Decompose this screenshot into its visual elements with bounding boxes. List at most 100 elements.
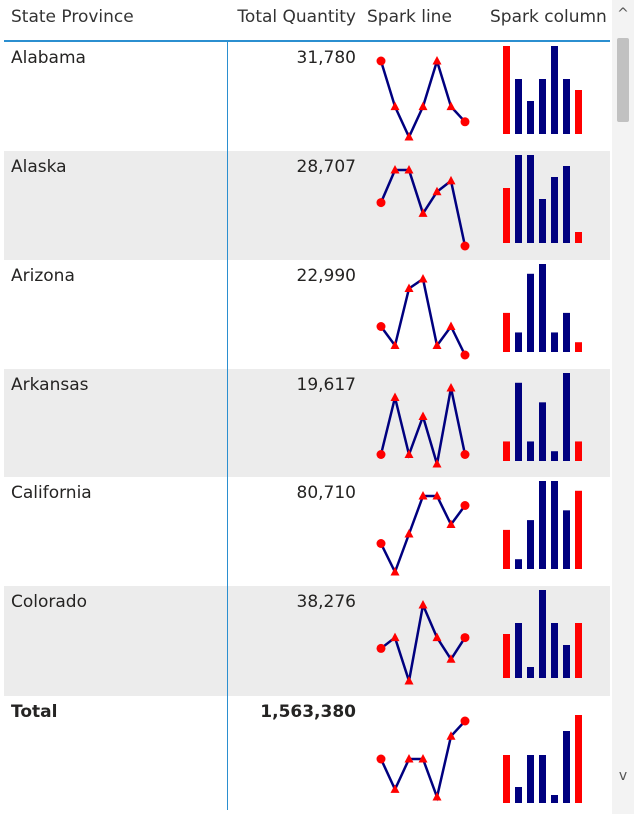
spark-line-endpoint xyxy=(376,322,386,331)
spark-line-marker xyxy=(404,132,414,141)
spark-column-bar xyxy=(551,451,558,461)
spark-column-bar xyxy=(503,188,510,243)
spark-line-marker xyxy=(432,632,442,642)
table-row[interactable]: Colorado 38,276 xyxy=(4,586,610,696)
spark-column-bar xyxy=(527,755,534,803)
spark-column-bar xyxy=(539,590,546,678)
spark-column-bar xyxy=(551,332,558,352)
spark-line-series xyxy=(380,600,467,682)
spark-line-marker xyxy=(418,754,428,763)
spark-column-bar xyxy=(515,332,522,352)
total-quantity-value: 19,617 xyxy=(296,375,356,395)
spark-line-marker xyxy=(432,340,442,349)
spark-column-bar xyxy=(515,559,522,569)
vertical-scrollbar[interactable]: ^ v xyxy=(612,0,634,814)
state-name: California xyxy=(11,483,92,503)
spark-line-chart xyxy=(376,716,470,802)
spark-column-bar xyxy=(575,490,582,569)
spark-line-endpoint xyxy=(376,450,386,459)
spark-column-bar xyxy=(575,342,582,352)
spark-line-endpoint xyxy=(460,350,470,360)
spark-line-endpoint xyxy=(376,754,386,764)
spark-column-chart xyxy=(503,481,582,569)
spark-line-marker xyxy=(404,449,414,458)
spark-line-marker xyxy=(418,208,428,217)
spark-column-chart xyxy=(503,46,582,134)
scrollbar-thumb[interactable] xyxy=(617,38,629,122)
table-row[interactable]: Alabama 31,780 xyxy=(4,42,610,151)
data-table: State Province Total Quantity Spark line… xyxy=(4,0,610,814)
spark-column-bar xyxy=(539,402,546,461)
spark-column-bar xyxy=(515,79,522,134)
spark-column-bar xyxy=(527,155,534,243)
spark-column-bar xyxy=(527,101,534,134)
spark-line-marker xyxy=(446,175,456,185)
spark-column-chart xyxy=(503,373,582,461)
spark-line-marker xyxy=(390,567,400,576)
spark-line-endpoint xyxy=(460,117,470,127)
spark-column-bar xyxy=(503,46,510,134)
spark-line-marker xyxy=(404,529,414,538)
spark-column-bar xyxy=(539,199,546,243)
spark-column-bar xyxy=(551,46,558,134)
spark-column-bar xyxy=(503,312,510,352)
spark-line-marker xyxy=(432,792,442,801)
spark-column-bar xyxy=(551,481,558,569)
spark-column-bar xyxy=(575,623,582,678)
spark-line-marker xyxy=(446,731,456,740)
total-quantity-value: 80,710 xyxy=(296,483,356,503)
spark-line-endpoint xyxy=(460,633,470,643)
spark-column-bar xyxy=(563,166,570,243)
chevron-down-icon[interactable]: v xyxy=(618,768,628,784)
spark-line-chart xyxy=(376,274,470,360)
table-row[interactable]: California 80,710 xyxy=(4,477,610,586)
chevron-up-icon[interactable]: ^ xyxy=(617,6,629,22)
spark-line-series xyxy=(379,56,466,140)
spark-line-chart xyxy=(376,491,470,576)
spark-column-bar xyxy=(515,787,522,803)
spark-line-marker xyxy=(404,754,414,763)
table-row[interactable]: Alaska 28,707 xyxy=(4,151,610,260)
spark-line-marker xyxy=(418,274,428,283)
spark-line-endpoint xyxy=(376,643,386,653)
spark-line-chart xyxy=(376,56,470,141)
spark-column-bar xyxy=(539,79,546,134)
spark-line-marker xyxy=(418,491,428,500)
spark-column-bar xyxy=(575,715,582,803)
state-name: Arkansas xyxy=(11,375,89,395)
total-quantity-value: 38,276 xyxy=(296,592,356,612)
spark-column-bar xyxy=(563,312,570,352)
total-row[interactable]: Total 1,563,380 xyxy=(4,696,610,814)
spark-line-endpoint xyxy=(376,539,386,548)
spark-column-bar xyxy=(539,755,546,803)
spark-column-bar xyxy=(515,382,522,461)
spark-column-chart xyxy=(503,590,582,678)
spark-line-marker xyxy=(418,411,428,420)
column-header-spark-column[interactable]: Spark column xyxy=(490,7,607,27)
header-rule xyxy=(4,40,610,42)
spark-line-marker xyxy=(446,321,456,330)
spark-column-bar xyxy=(527,520,534,569)
state-name: Arizona xyxy=(11,266,75,286)
spark-line-chart xyxy=(376,600,470,685)
spark-line-marker xyxy=(446,519,456,528)
table-row[interactable]: Arkansas 19,617 xyxy=(4,369,610,477)
spark-column-bar xyxy=(539,264,546,352)
spark-line-marker xyxy=(404,676,414,685)
column-header-quantity[interactable]: Total Quantity xyxy=(237,7,356,27)
column-header-spark-line[interactable]: Spark line xyxy=(367,7,452,27)
spark-column-bar xyxy=(527,441,534,461)
column-header-state[interactable]: State Province xyxy=(11,7,134,27)
table-row[interactable]: Arizona 22,990 xyxy=(4,260,610,369)
spark-line-marker xyxy=(404,165,414,174)
state-name: Colorado xyxy=(11,592,87,612)
spark-line-marker xyxy=(390,392,400,401)
total-quantity-value: 22,990 xyxy=(296,266,356,286)
spark-line-marker xyxy=(390,340,400,349)
total-quantity-value: 31,780 xyxy=(296,48,356,68)
spark-line-marker xyxy=(432,491,442,500)
spark-line-marker xyxy=(432,186,442,196)
spark-column-bar xyxy=(575,90,582,134)
spark-column-bar xyxy=(503,634,510,678)
spark-line-marker xyxy=(446,654,456,663)
